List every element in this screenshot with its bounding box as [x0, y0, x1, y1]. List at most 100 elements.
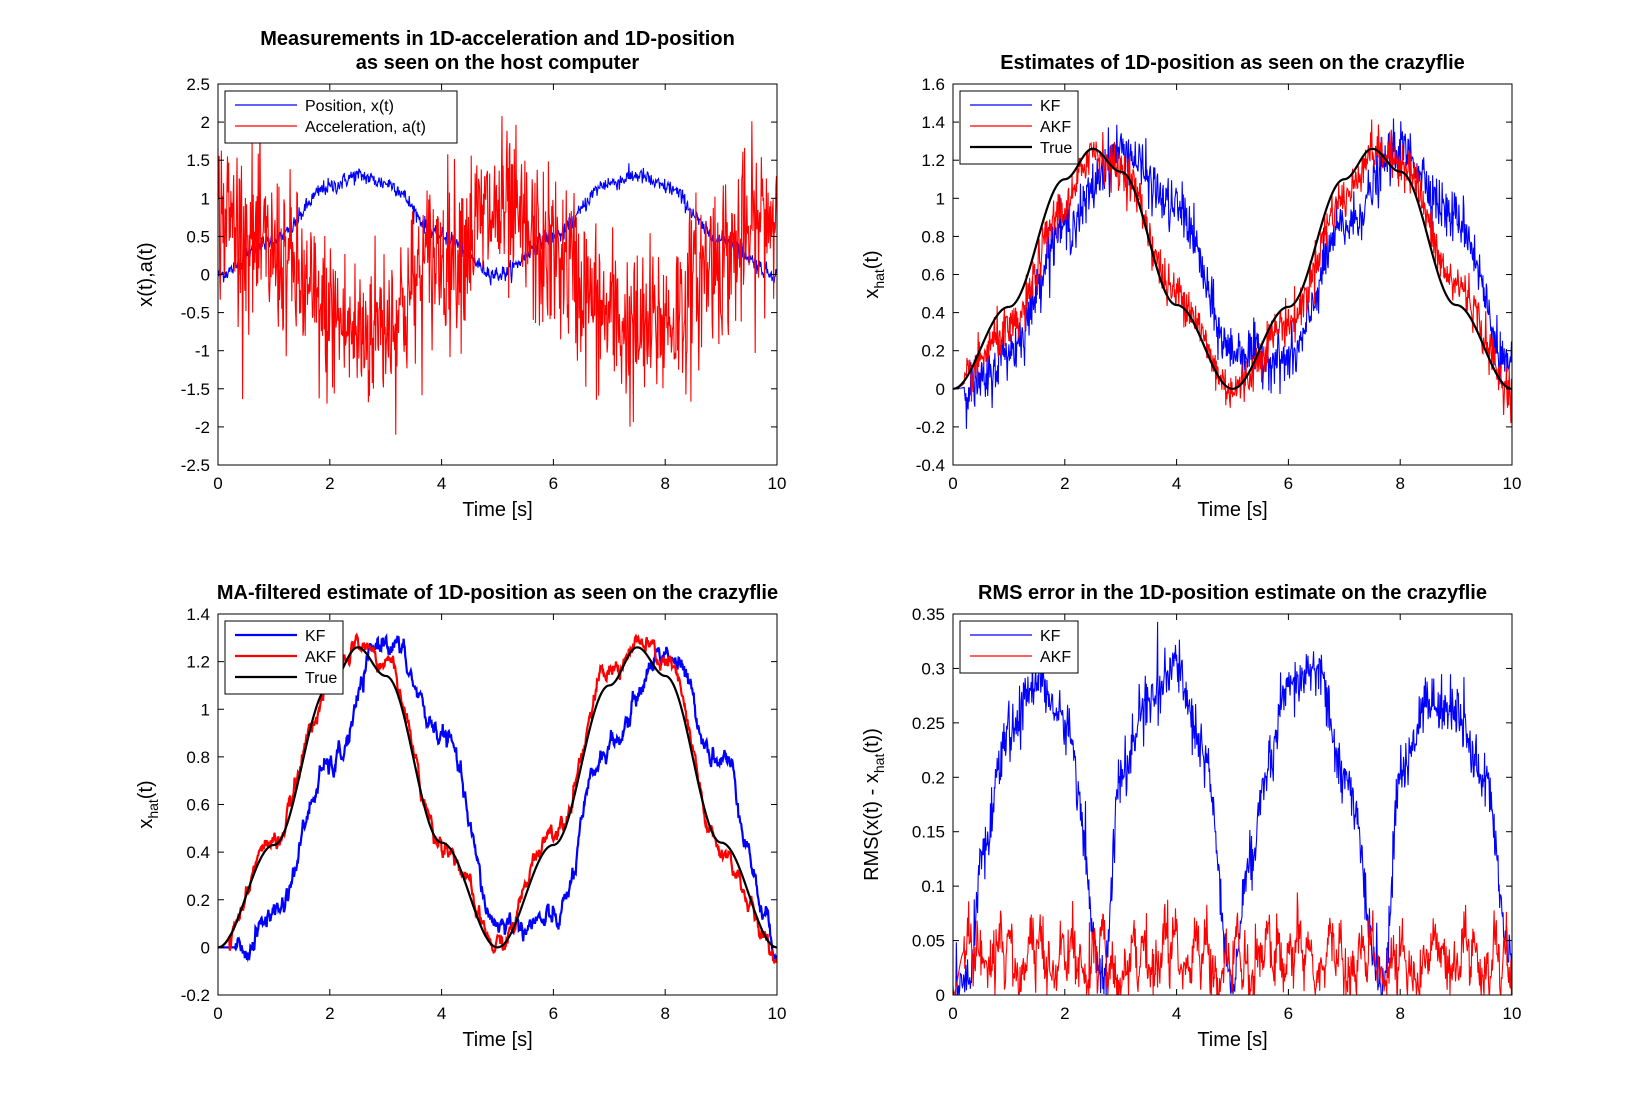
- y-tick-label: 0: [936, 380, 945, 399]
- chart-title: Measurements in 1D-acceleration and 1D-p…: [260, 28, 735, 50]
- x-tick-label: 6: [549, 1004, 558, 1023]
- x-tick-label: 10: [768, 474, 787, 493]
- plot-area: [218, 116, 777, 435]
- x-tick-label: 0: [948, 1004, 957, 1023]
- y-tick-label: -0.5: [181, 304, 210, 323]
- y-tick-label: 1: [201, 700, 210, 719]
- y-tick-label: 1.4: [921, 113, 945, 132]
- legend-box: [959, 620, 1079, 674]
- plot-area: [953, 118, 1512, 429]
- legend-entry: KF: [1040, 628, 1061, 645]
- x-tick-label: 10: [768, 1004, 787, 1023]
- y-axis-label: xhat(t): [861, 250, 887, 298]
- y-tick-label: -1.5: [181, 380, 210, 399]
- legend-box: [224, 620, 344, 695]
- y-tick-label: 0.6: [921, 266, 945, 285]
- x-axis-label: Time [s]: [462, 499, 532, 521]
- legend-entry: Position, x(t): [305, 98, 394, 115]
- y-tick-label: 0.4: [921, 304, 945, 323]
- y-tick-label: 1.2: [921, 151, 945, 170]
- y-tick-label: -0.2: [181, 986, 210, 1005]
- panel-ma-filtered: MA-filtered estimate of 1D-position as s…: [135, 582, 786, 1051]
- series-line-acceleration-a-t-: [218, 116, 777, 435]
- legend-entry: True: [305, 670, 337, 687]
- x-tick-label: 8: [1395, 474, 1404, 493]
- legend-entry: AKF: [305, 649, 336, 666]
- y-tick-label: 0: [201, 266, 210, 285]
- legend: KF AKF True: [224, 620, 344, 695]
- series-line-kf: [218, 633, 777, 963]
- series-line-position-x-t-: [218, 163, 777, 286]
- y-tick-label: -0.4: [916, 456, 945, 475]
- chart-title: as seen on the host computer: [356, 52, 640, 74]
- x-tick-label: 10: [1503, 1004, 1522, 1023]
- y-tick-label: 0.6: [186, 796, 210, 815]
- y-tick-label: 0.5: [186, 227, 210, 246]
- x-tick-label: 0: [213, 1004, 222, 1023]
- y-axis-label: x(t),a(t): [135, 242, 157, 306]
- x-tick-label: 8: [1395, 1004, 1404, 1023]
- x-tick-label: 8: [660, 1004, 669, 1023]
- x-tick-label: 4: [437, 474, 446, 493]
- y-tick-label: 0.4: [186, 843, 210, 862]
- y-tick-label: 1: [201, 189, 210, 208]
- y-axis-label: RMS(x(t) - xhat(t)): [861, 728, 887, 881]
- x-axis-label: Time [s]: [1197, 499, 1267, 521]
- y-tick-label: -2.5: [181, 456, 210, 475]
- x-tick-label: 6: [1284, 474, 1293, 493]
- chart-title: MA-filtered estimate of 1D-position as s…: [217, 582, 778, 604]
- y-tick-label: 0.8: [186, 748, 210, 767]
- series-line-akf: [953, 892, 1512, 995]
- legend-entry: Acceleration, a(t): [305, 119, 426, 136]
- plot-area: [953, 621, 1512, 995]
- y-tick-label: 0.35: [912, 605, 945, 624]
- y-tick-label: 0.2: [186, 891, 210, 910]
- legend-entry: AKF: [1040, 649, 1071, 666]
- panel-rms-error: RMS error in the 1D-position estimate on…: [861, 582, 1521, 1051]
- y-tick-label: 1.2: [186, 653, 210, 672]
- y-tick-label: 0.3: [921, 659, 945, 678]
- x-tick-label: 6: [1284, 1004, 1293, 1023]
- y-tick-label: 0.05: [912, 932, 945, 951]
- y-tick-label: 1.5: [186, 151, 210, 170]
- y-tick-label: 1.4: [186, 605, 210, 624]
- series-line-true: [218, 646, 777, 949]
- y-tick-label: 0.25: [912, 714, 945, 733]
- y-tick-label: 1: [936, 189, 945, 208]
- y-tick-label: -1: [195, 342, 210, 361]
- y-tick-label: 2.5: [186, 75, 210, 94]
- y-tick-label: 0: [201, 938, 210, 957]
- panel-estimates: Estimates of 1D-position as seen on the …: [861, 52, 1521, 521]
- legend-box: [959, 90, 1079, 165]
- x-tick-label: 2: [325, 1004, 334, 1023]
- y-axis-label: xhat(t): [135, 780, 161, 828]
- y-tick-label: 0.8: [921, 227, 945, 246]
- x-tick-label: 6: [549, 474, 558, 493]
- legend: KF AKF: [959, 620, 1079, 674]
- legend-entry: AKF: [1040, 119, 1071, 136]
- y-tick-label: 0.1: [921, 877, 945, 896]
- x-tick-label: 2: [1060, 474, 1069, 493]
- y-tick-label: -0.2: [916, 418, 945, 437]
- x-tick-label: 4: [1172, 474, 1181, 493]
- x-tick-label: 4: [437, 1004, 446, 1023]
- y-tick-label: 0: [936, 986, 945, 1005]
- x-axis-label: Time [s]: [462, 1029, 532, 1051]
- panel-measurements: Measurements in 1D-acceleration and 1D-p…: [135, 28, 786, 521]
- x-axis-label: Time [s]: [1197, 1029, 1267, 1051]
- series-line-true: [953, 147, 1512, 390]
- y-tick-label: 0.15: [912, 823, 945, 842]
- x-tick-label: 2: [325, 474, 334, 493]
- chart-title: RMS error in the 1D-position estimate on…: [978, 582, 1487, 604]
- y-tick-label: 2: [201, 113, 210, 132]
- legend-box: [224, 90, 458, 144]
- series-line-kf: [953, 118, 1512, 429]
- y-tick-label: 1.6: [921, 75, 945, 94]
- x-tick-label: 0: [213, 474, 222, 493]
- legend: KF AKF True: [959, 90, 1079, 165]
- axes-box: [952, 613, 1513, 996]
- y-tick-label: -2: [195, 418, 210, 437]
- x-tick-label: 8: [660, 474, 669, 493]
- y-tick-label: 0.2: [921, 342, 945, 361]
